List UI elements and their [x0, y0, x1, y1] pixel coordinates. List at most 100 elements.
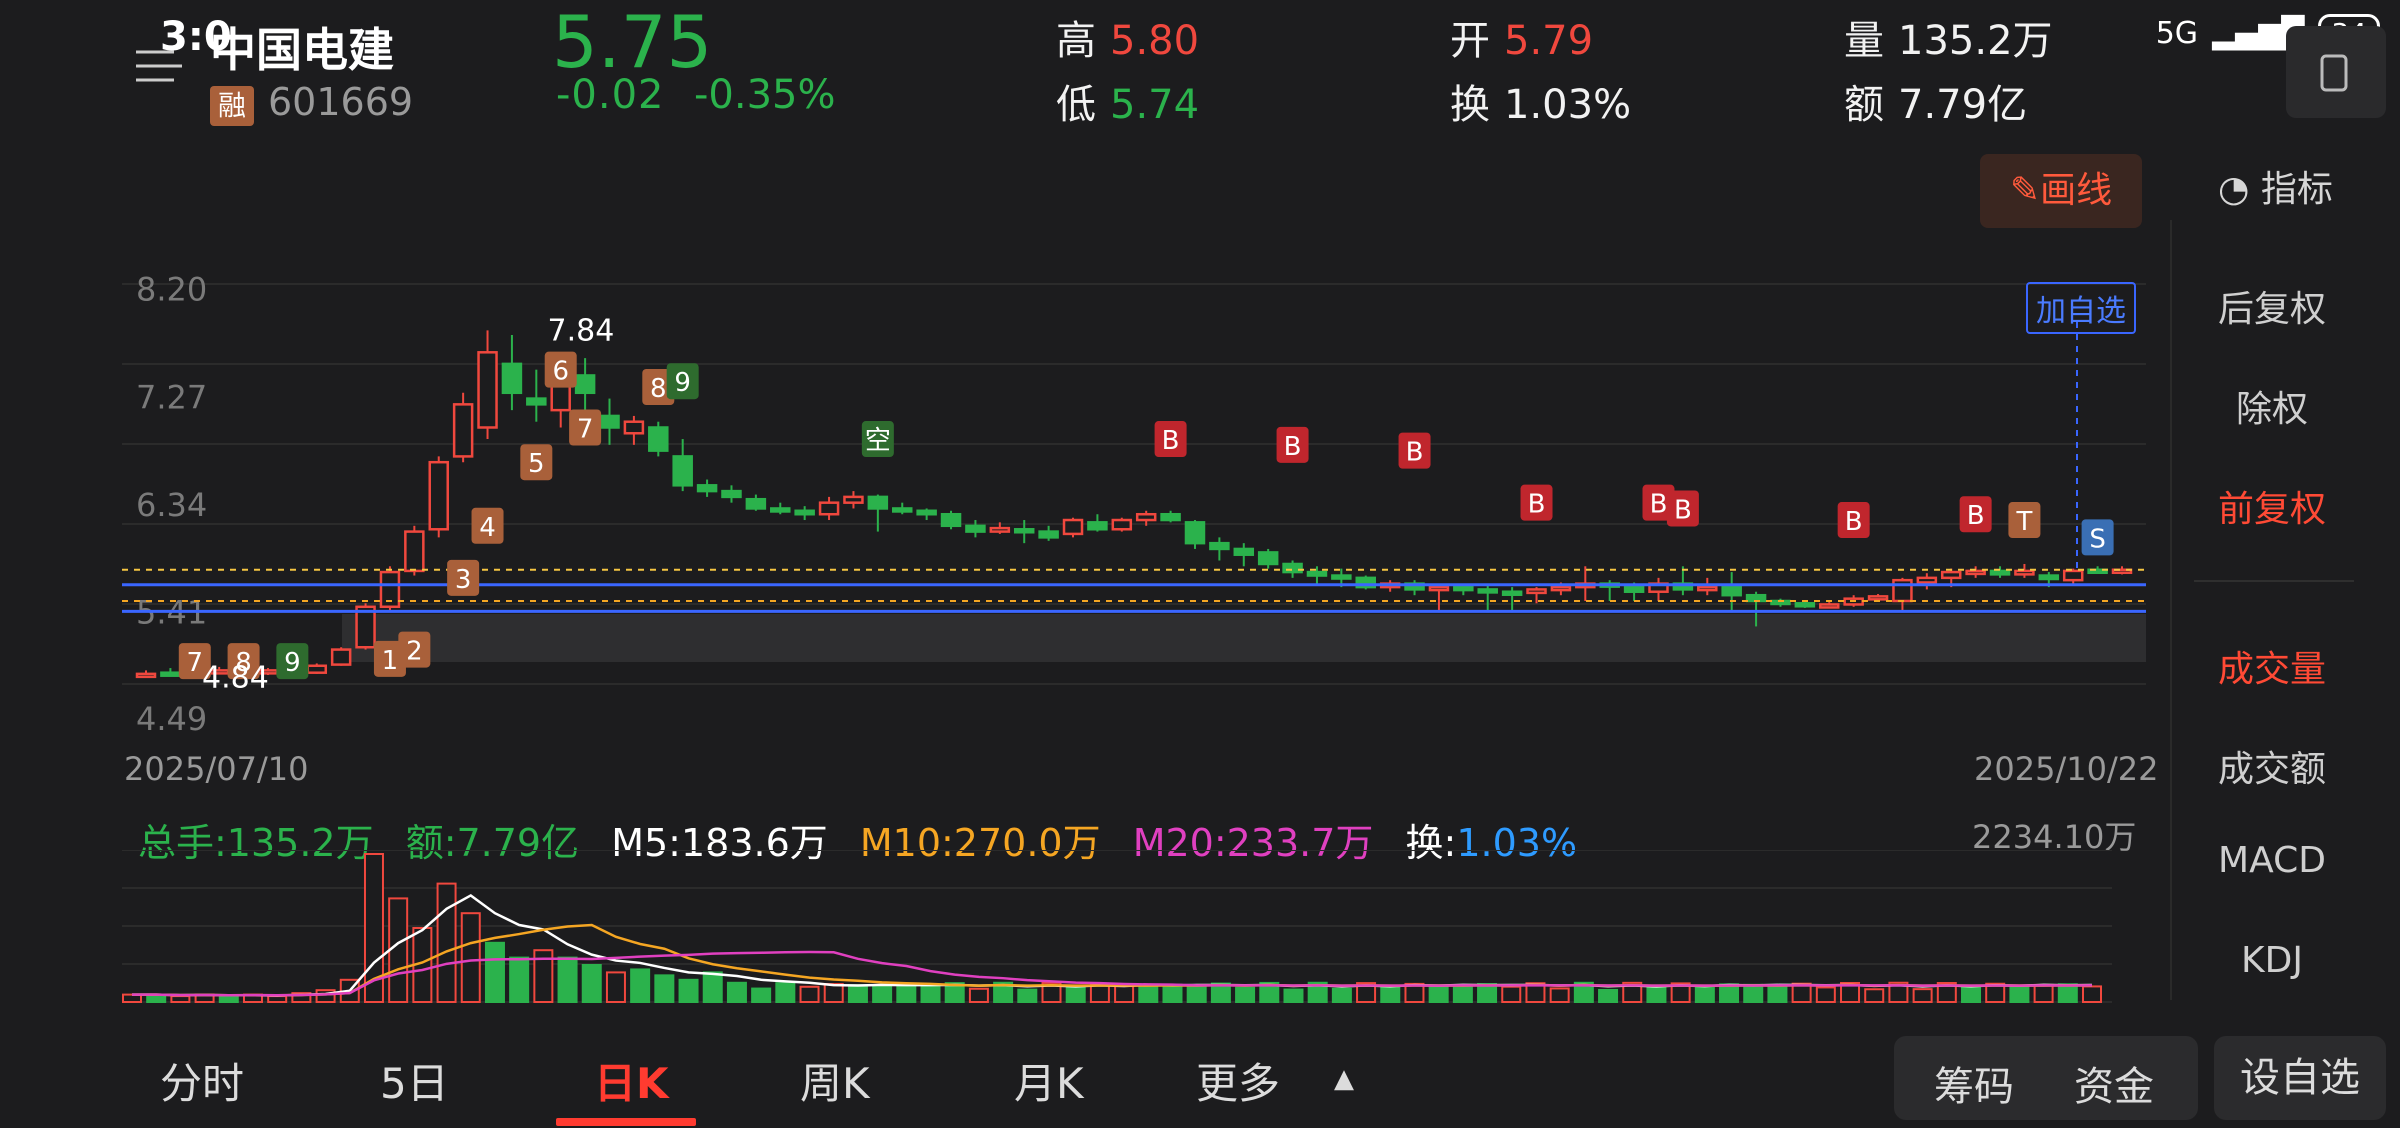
phone-view-button[interactable]	[2286, 26, 2386, 118]
add-watchlist-button[interactable]: 设自选	[2214, 1036, 2386, 1120]
price-change: -0.02	[556, 72, 665, 118]
menu-item-2[interactable]: 前复权	[2217, 489, 2326, 530]
candle-down	[1087, 521, 1108, 531]
menu-item-1[interactable]: 除权	[2235, 389, 2308, 430]
candle-up	[989, 526, 1011, 533]
menu-icon[interactable]	[130, 44, 184, 88]
low-marker: 4.84	[202, 660, 269, 695]
volume-bar-down	[872, 984, 893, 1003]
signal-badge	[2081, 519, 2114, 556]
stock-name[interactable]: 中国电建	[210, 23, 394, 77]
signal-badge	[544, 351, 577, 388]
indicator-button[interactable]: ◔ 指标	[2218, 160, 2333, 212]
add-watch-line	[2076, 322, 2078, 568]
candle-down	[1355, 576, 1377, 589]
chips-funds-group: 筹码 资金	[1894, 1036, 2198, 1120]
volume-bar-up	[1114, 985, 1135, 1003]
volume-bar-down	[1477, 983, 1498, 1003]
signal-badge	[276, 643, 309, 680]
add-watch-tag[interactable]: 加自选	[2026, 282, 2136, 334]
volume-bar-down	[751, 987, 772, 1003]
draw-line-button[interactable]: ✎画线	[1980, 154, 2142, 228]
high-label: 高	[1056, 18, 1096, 64]
signal-badge	[471, 507, 504, 544]
tab-0[interactable]: 分时	[160, 1059, 245, 1108]
menu-item-4[interactable]: 成交额	[2217, 749, 2326, 790]
volume-bar-down	[1646, 987, 1667, 1003]
menu-divider	[2194, 580, 2354, 582]
tab-5[interactable]: 更多	[1196, 1059, 1281, 1108]
candle-down	[1282, 562, 1303, 574]
candles	[135, 330, 2133, 679]
volume-bar-down	[581, 964, 602, 1003]
tab-4[interactable]: 月K	[1014, 1059, 1084, 1108]
volume-bar-down	[847, 984, 868, 1003]
volume-bar-down	[1331, 987, 1352, 1003]
bottom-tabs: 分时 5日 日K 周K 月K 更多 ▲	[0, 1030, 2400, 1128]
candle-up	[1428, 585, 1450, 592]
candle-up	[428, 460, 449, 531]
candle-up	[355, 605, 376, 649]
volume-bar-up	[1525, 982, 1546, 1003]
volume-bar-down	[2009, 984, 2030, 1003]
volume-bar-up	[799, 985, 820, 1003]
volume-legend: 总手:135.2万 额:7.79亿 M5:183.6万 M10:270.0万 M…	[138, 812, 1597, 867]
candle-up	[2014, 569, 2035, 576]
tab-3[interactable]: 周K	[800, 1059, 870, 1108]
current-price: 5.75	[552, 0, 713, 84]
more-caret-icon[interactable]: ▲	[1334, 1064, 1354, 1094]
signal-badge	[1666, 490, 1699, 527]
candle-down	[794, 509, 815, 516]
volume-bar-up	[2033, 983, 2054, 1003]
volume-bar-down	[1428, 984, 1449, 1004]
candle-down	[574, 374, 596, 395]
volume-bar-down	[2057, 983, 2078, 1003]
menu-item-6[interactable]: KDJ	[2241, 940, 2303, 981]
candle-down	[1160, 512, 1181, 522]
signal-badge-label: 4	[479, 513, 496, 543]
menu-item-3[interactable]: 成交量	[2217, 649, 2326, 690]
price-tick-label: 4.49	[136, 700, 207, 738]
volume-bar-down	[726, 981, 747, 1003]
signal-badge-label: 7	[577, 414, 594, 444]
signal-badge	[2008, 502, 2041, 539]
amount-value: 7.79亿	[1898, 82, 2028, 128]
signal-badge	[398, 631, 431, 668]
volume-bar-down	[944, 982, 965, 1004]
menu-item-0[interactable]: 后复权	[2217, 289, 2326, 330]
low-value: 5.74	[1110, 82, 1200, 128]
turnover-quote: 换 1.03%	[1450, 72, 1631, 130]
volume-bar-up	[1936, 982, 1957, 1004]
volume-bar-down	[557, 956, 578, 1003]
end-date: 2025/10/22	[1974, 750, 2159, 788]
candle-up	[2062, 569, 2084, 582]
candle-down	[1038, 530, 1059, 539]
volume-bar-up	[968, 987, 989, 1004]
signal-badge-label: S	[2089, 524, 2106, 554]
volume-bar-down	[920, 985, 941, 1003]
volume-bar-up	[1864, 988, 1885, 1004]
volume-value: 135.2万	[1898, 18, 2053, 64]
candle-down	[1721, 585, 1742, 597]
signal-badge-label: T	[2015, 507, 2032, 537]
candle-down	[867, 495, 889, 510]
tab-1[interactable]: 5日	[380, 1059, 449, 1108]
chips-button[interactable]: 筹码	[1934, 1064, 2014, 1110]
candle-up	[379, 570, 401, 609]
candle-down	[1989, 569, 2011, 576]
volume-bar-down	[1186, 984, 1207, 1004]
volume-quote: 量 135.2万	[1844, 8, 2053, 66]
funds-button[interactable]: 资金	[2074, 1064, 2154, 1110]
signal-badge-label: B	[1674, 495, 1692, 525]
volume-bar-down	[1598, 988, 1619, 1004]
volume-bar-down	[896, 982, 917, 1004]
candle-up	[2111, 568, 2133, 575]
tab-2[interactable]: 日K	[594, 1059, 669, 1108]
volume-chart[interactable]	[122, 850, 2112, 1004]
signal-badge	[520, 444, 553, 481]
menu-item-5[interactable]: MACD	[2218, 840, 2326, 881]
signal-badge	[447, 559, 480, 596]
open-quote: 开 5.79	[1450, 8, 1593, 66]
ma5-volume: M5:183.6万	[611, 821, 828, 865]
